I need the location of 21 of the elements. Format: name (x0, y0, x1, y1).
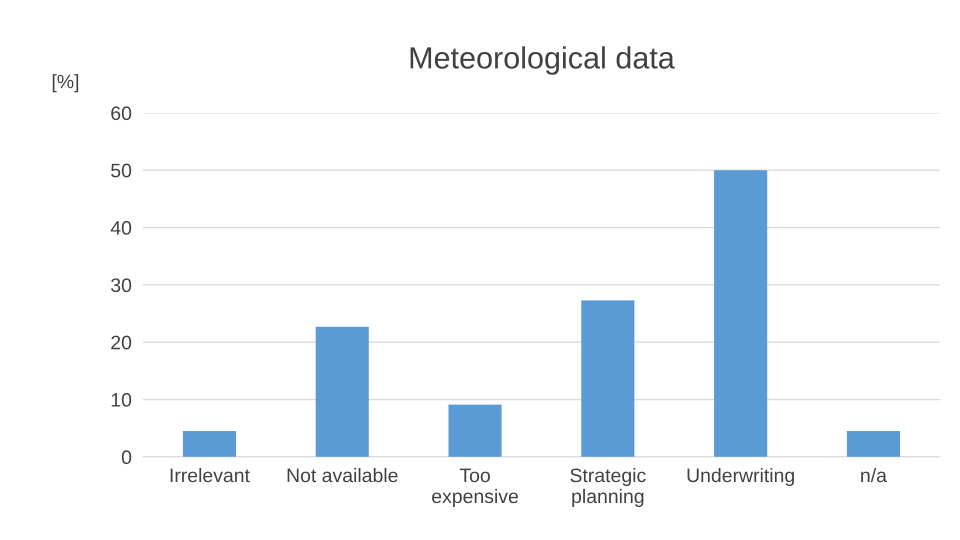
bar (581, 300, 634, 457)
y-tick-label: 40 (110, 220, 132, 235)
bar (714, 170, 768, 457)
y-tick-label: 30 (111, 278, 132, 292)
bar (316, 326, 369, 457)
chart-title: Meteorological data (410, 46, 675, 75)
bar (846, 431, 900, 457)
y-axis-title: [%] (52, 74, 78, 92)
bar (182, 431, 236, 457)
x-tick-label: Strategic planning (570, 468, 646, 508)
x-tick-label: Underwriting (688, 468, 794, 486)
x-tick-label: Irrelevant (170, 468, 250, 482)
x-tick-label: n/a (861, 468, 887, 482)
y-tick-label: 10 (112, 392, 132, 407)
y-tick-label: 0 (122, 450, 132, 464)
x-tick-label: Too expensive (432, 468, 518, 508)
y-tick-label: 50 (111, 164, 132, 178)
y-tick-label: 60 (111, 106, 132, 120)
bar (448, 404, 502, 457)
x-tick-label: Not available (288, 468, 398, 482)
y-tick-label: 20 (111, 336, 132, 350)
